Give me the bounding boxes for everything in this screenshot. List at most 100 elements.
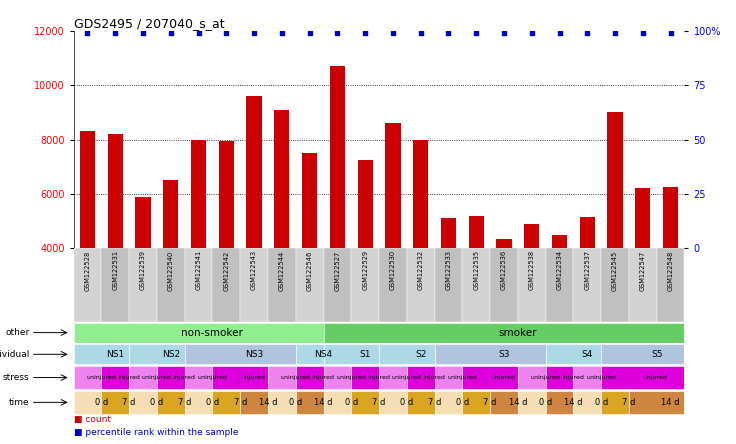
- Bar: [74, 366, 102, 389]
- Bar: [518, 366, 545, 389]
- Bar: [629, 248, 657, 322]
- Text: GSM122534: GSM122534: [556, 250, 562, 290]
- Bar: [545, 391, 573, 414]
- Bar: [185, 366, 213, 389]
- Text: NS2: NS2: [162, 350, 180, 359]
- Bar: [413, 139, 428, 357]
- Point: [387, 30, 399, 37]
- Bar: [324, 391, 351, 414]
- Text: stress: stress: [3, 373, 29, 382]
- Bar: [580, 217, 595, 357]
- Bar: [163, 180, 178, 357]
- Text: 7 d: 7 d: [372, 398, 386, 407]
- Text: S3: S3: [498, 350, 510, 359]
- Text: GSM122548: GSM122548: [668, 250, 673, 290]
- Point: [442, 30, 454, 37]
- Text: 0 d: 0 d: [456, 398, 469, 407]
- Bar: [351, 366, 379, 389]
- Bar: [324, 248, 351, 322]
- Text: GSM122545: GSM122545: [612, 250, 618, 290]
- Text: GSM122532: GSM122532: [418, 250, 424, 290]
- Text: GSM122540: GSM122540: [168, 250, 174, 290]
- Text: injured: injured: [645, 375, 668, 380]
- Text: individual: individual: [0, 350, 29, 359]
- Text: S2: S2: [415, 350, 426, 359]
- Bar: [351, 248, 379, 322]
- Bar: [129, 344, 185, 364]
- Point: [165, 30, 177, 37]
- Bar: [518, 391, 545, 414]
- Text: uninjured: uninjured: [447, 375, 477, 380]
- Bar: [462, 366, 518, 389]
- Bar: [129, 248, 157, 322]
- Bar: [247, 96, 262, 357]
- Bar: [129, 391, 157, 414]
- Text: uninjured: uninjured: [142, 375, 171, 380]
- Bar: [573, 248, 601, 322]
- Bar: [607, 112, 623, 357]
- Bar: [601, 391, 629, 414]
- Text: GDS2495 / 207040_s_at: GDS2495 / 207040_s_at: [74, 17, 224, 30]
- Bar: [324, 344, 379, 364]
- Text: other: other: [5, 328, 29, 337]
- Text: GSM122542: GSM122542: [223, 250, 230, 290]
- Text: 14 d: 14 d: [662, 398, 680, 407]
- Text: 14 d: 14 d: [565, 398, 583, 407]
- Bar: [545, 366, 573, 389]
- Text: GSM122538: GSM122538: [528, 250, 535, 290]
- Bar: [552, 234, 567, 357]
- Text: 7 d: 7 d: [122, 398, 136, 407]
- Text: 7 d: 7 d: [178, 398, 191, 407]
- Bar: [379, 366, 407, 389]
- Text: 14 d: 14 d: [509, 398, 527, 407]
- Point: [110, 30, 121, 37]
- Bar: [219, 141, 234, 357]
- Text: GSM122533: GSM122533: [445, 250, 451, 290]
- Point: [415, 30, 427, 37]
- Text: NS1: NS1: [106, 350, 124, 359]
- Text: S4: S4: [581, 350, 593, 359]
- Text: 0 d: 0 d: [289, 398, 302, 407]
- Text: 0 d: 0 d: [206, 398, 219, 407]
- Bar: [524, 224, 539, 357]
- Bar: [135, 197, 151, 357]
- Bar: [462, 391, 490, 414]
- Bar: [74, 248, 102, 322]
- Bar: [268, 248, 296, 322]
- Bar: [324, 366, 351, 389]
- Text: injured: injured: [243, 375, 265, 380]
- Bar: [102, 248, 129, 322]
- Bar: [496, 238, 512, 357]
- Bar: [351, 391, 379, 414]
- Text: injured: injured: [493, 375, 515, 380]
- Bar: [545, 248, 573, 322]
- Bar: [490, 391, 518, 414]
- Text: uninjured: uninjured: [281, 375, 311, 380]
- Text: 7 d: 7 d: [233, 398, 247, 407]
- Bar: [385, 123, 400, 357]
- Bar: [302, 153, 317, 357]
- Bar: [268, 366, 296, 389]
- Text: GSM122528: GSM122528: [85, 250, 91, 290]
- Bar: [379, 248, 407, 322]
- Bar: [185, 248, 213, 322]
- Text: uninjured: uninjured: [587, 375, 616, 380]
- Bar: [407, 248, 434, 322]
- Bar: [102, 391, 129, 414]
- Bar: [441, 218, 456, 357]
- Bar: [213, 391, 240, 414]
- Text: 0 d: 0 d: [95, 398, 108, 407]
- Text: S1: S1: [359, 350, 371, 359]
- Bar: [191, 139, 206, 357]
- Bar: [407, 391, 434, 414]
- Text: uninjured: uninjured: [86, 375, 116, 380]
- Bar: [469, 215, 484, 357]
- Bar: [490, 248, 518, 322]
- Bar: [107, 134, 123, 357]
- Text: GSM122535: GSM122535: [473, 250, 479, 290]
- Bar: [213, 366, 268, 389]
- Point: [498, 30, 510, 37]
- Bar: [79, 131, 95, 357]
- Text: 0 d: 0 d: [595, 398, 608, 407]
- Point: [221, 30, 233, 37]
